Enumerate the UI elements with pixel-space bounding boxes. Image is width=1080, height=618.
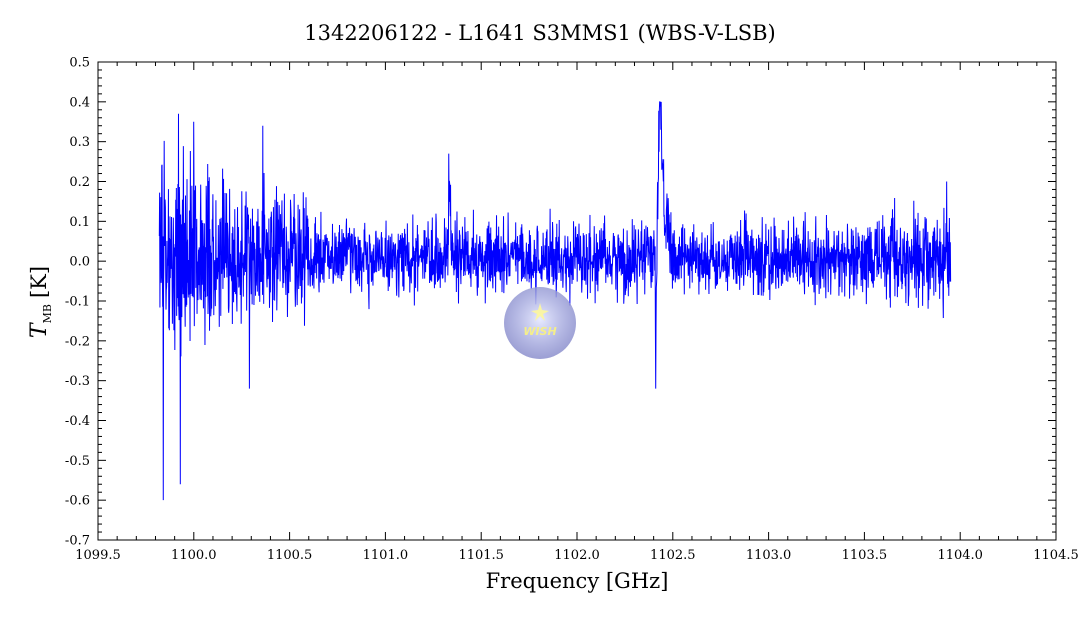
y-tick-label: -0.5 <box>65 454 90 469</box>
x-tick-label: 1102.0 <box>554 548 600 563</box>
x-tick-label: 1100.5 <box>267 548 313 563</box>
y-tick-label: -0.4 <box>65 414 90 429</box>
svg-text:TMB[K]: TMB [K] <box>27 266 54 338</box>
y-tick-label: -0.3 <box>65 374 90 389</box>
x-tick-label: 1101.0 <box>363 548 409 563</box>
x-tick-label: 1104.0 <box>937 548 983 563</box>
x-tick-label: 1103.5 <box>842 548 888 563</box>
y-tick-label: 0.2 <box>69 175 90 190</box>
y-tick-label: -0.6 <box>65 494 90 509</box>
x-axis-label: Frequency [GHz] <box>486 569 669 593</box>
logo-text: WISH <box>523 325 556 338</box>
y-tick-label: 0.5 <box>69 56 90 71</box>
x-tick-labels: 1099.5 1100.0 1100.5 1101.0 1101.5 1102.0 1102… <box>75 548 1079 563</box>
y-tick-label: 0.0 <box>69 255 90 270</box>
y-tick-label: 0.4 <box>69 95 90 110</box>
spectrum-line <box>158 101 952 501</box>
x-tick-label: 1101.5 <box>458 548 504 563</box>
y-tick-label: -0.7 <box>65 534 90 549</box>
x-tick-label: 1104.5 <box>1033 548 1079 563</box>
y-axis-symbol: T <box>27 321 52 338</box>
x-tick-label: 1099.5 <box>75 548 121 563</box>
y-tick-label: -0.1 <box>65 295 90 310</box>
y-axis-unit: [K] <box>27 266 51 298</box>
chart-title: 1342206122 - L1641 S3MMS1 (WBS-V-LSB) <box>304 21 776 45</box>
x-tick-label: 1100.0 <box>171 548 217 563</box>
x-tick-label: 1103.0 <box>746 548 792 563</box>
axis-ticks <box>97 61 1057 541</box>
y-axis-label: TMB [K] <box>27 266 54 338</box>
y-tick-label: 0.1 <box>69 215 90 230</box>
wish-logo: WISH <box>504 287 576 359</box>
x-tick-label: 1102.5 <box>650 548 696 563</box>
y-tick-label: -0.2 <box>65 334 90 349</box>
y-tick-label: 0.3 <box>69 135 90 150</box>
y-axis-subscript: MB <box>41 304 54 323</box>
y-tick-labels: 0.5 0.4 0.3 0.2 0.1 0.0 -0.1 -0.2 -0.3 -0.4 -0.5 -0… <box>65 56 90 549</box>
spectrum-series <box>158 101 952 501</box>
